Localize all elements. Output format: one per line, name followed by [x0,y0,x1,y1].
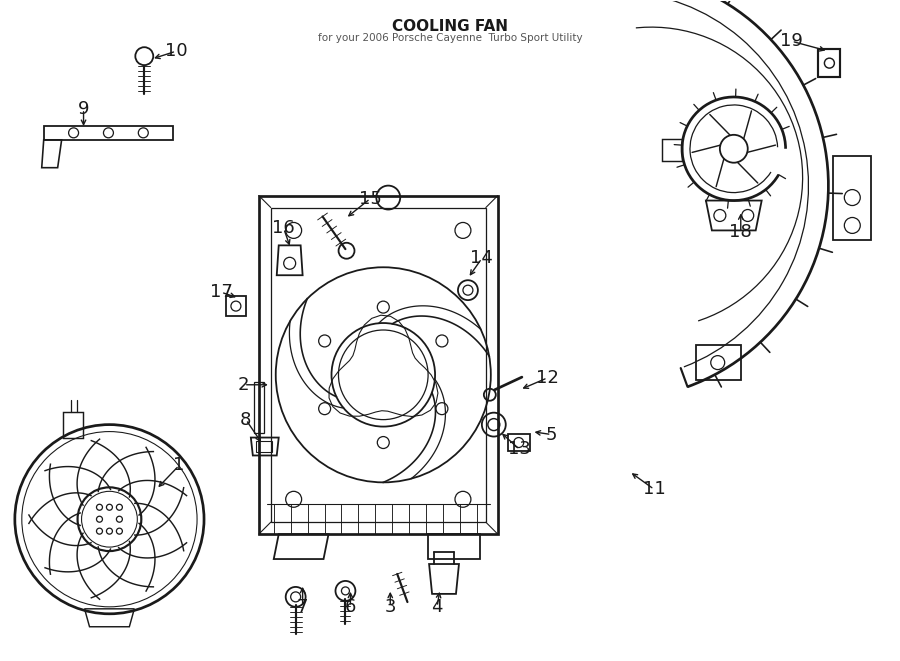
Text: for your 2006 Porsche Cayenne  Turbo Sport Utility: for your 2006 Porsche Cayenne Turbo Spor… [318,33,582,43]
Text: 12: 12 [536,369,559,387]
Bar [508,434,530,451]
Text: 2: 2 [238,375,249,394]
Text: 18: 18 [729,223,752,241]
Text: 3: 3 [384,598,396,616]
Text: 16: 16 [273,219,295,237]
Text: 13: 13 [508,440,531,459]
Circle shape [338,243,355,258]
Text: 10: 10 [165,42,187,60]
Bar [259,196,498,534]
Bar [226,296,246,316]
Bar [818,49,841,77]
Bar [256,440,272,453]
Text: 17: 17 [210,283,232,301]
Bar [271,208,486,522]
Text: 4: 4 [431,598,443,616]
Text: 6: 6 [345,598,356,616]
Text: 11: 11 [643,481,665,498]
Text: 7: 7 [297,598,309,616]
Text: 8: 8 [240,410,251,428]
Text: 19: 19 [780,32,803,50]
Text: 5: 5 [545,426,557,444]
Text: 1: 1 [174,457,184,475]
Text: 15: 15 [359,190,382,208]
Text: 9: 9 [77,100,89,118]
Text: COOLING FAN: COOLING FAN [392,19,508,34]
Text: 14: 14 [471,249,493,267]
